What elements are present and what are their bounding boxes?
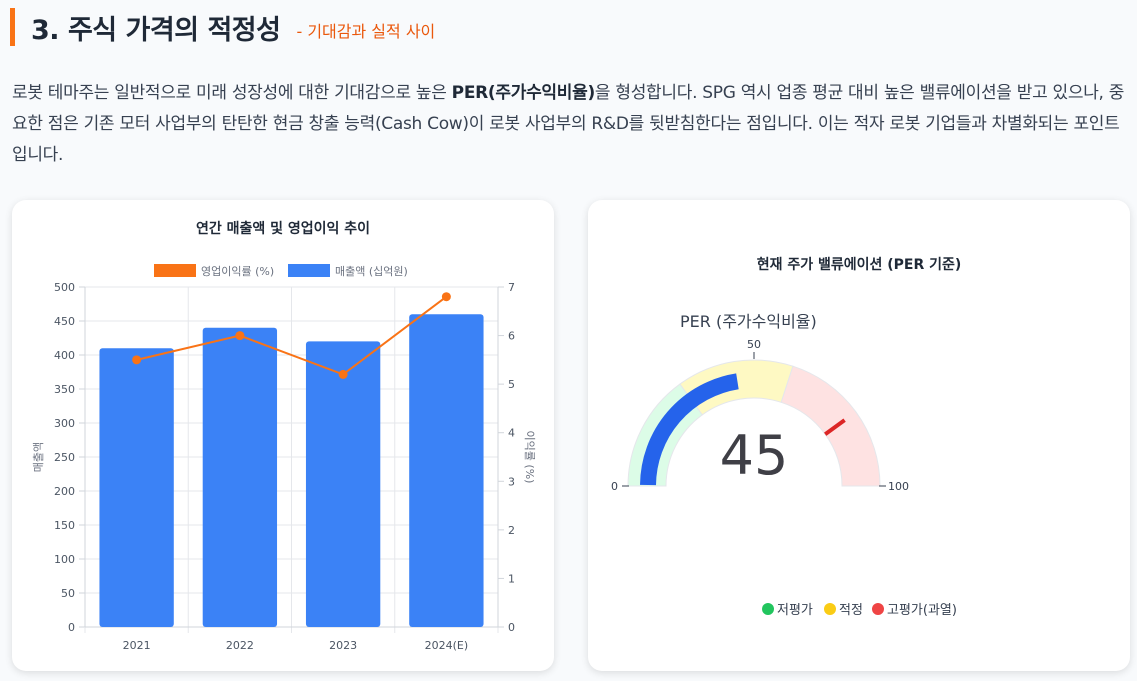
chart-legend: 영업이익률 (%) 매출액 (십억원) bbox=[154, 264, 408, 278]
intro-bold-per: PER(주가수익비율) bbox=[451, 83, 596, 103]
y2-tick-label: 1 bbox=[508, 572, 515, 585]
revenue-chart-card: 연간 매출액 및 영업이익 추이 영업이익률 (%) 매출액 (십억원) 0 50 100… bbox=[12, 200, 554, 671]
gauge-label: PER (주가수익비율) bbox=[680, 312, 817, 331]
x-tick-label: 2021 bbox=[123, 639, 151, 652]
revenue-bar bbox=[99, 348, 174, 627]
section-title: 3. 주식 가격의 적정성 bbox=[31, 14, 281, 46]
intro-text-2: 을 형성합니다. SPG 역시 업종 평균 대비 높은 밸류에이션을 받고 있으… bbox=[12, 83, 1125, 165]
revenue-bar bbox=[202, 327, 278, 627]
x-tick-label: 2022 bbox=[226, 639, 254, 652]
y2-tick-label: 5 bbox=[508, 378, 515, 391]
y2-tick-label: 2 bbox=[508, 524, 515, 537]
section-heading: 3. 주식 가격의 적정성 - 기대감과 실적 사이 bbox=[10, 8, 435, 46]
margin-point bbox=[132, 355, 142, 365]
gauge-legend-label: 저평가 bbox=[777, 603, 813, 618]
per-gauge: 현재 주가 밸류에이션 (PER 기준) PER (주가수익비율) 0 50 100 45… bbox=[611, 256, 962, 618]
gauge-mid-label: 50 bbox=[747, 338, 761, 351]
margin-point bbox=[441, 292, 451, 302]
legend-swatch-revenue bbox=[288, 264, 330, 277]
y-tick-label: 100 bbox=[54, 553, 75, 566]
x-tick-label: 2023 bbox=[329, 639, 357, 652]
y2-tick-label: 3 bbox=[508, 475, 515, 488]
y-tick-label: 0 bbox=[68, 621, 75, 634]
y-tick-label: 500 bbox=[54, 281, 75, 294]
gauge-min-label: 0 bbox=[611, 480, 618, 493]
legend-label-revenue: 매출액 (십억원) bbox=[335, 265, 408, 278]
y2-axis-label: 이익률 (%) bbox=[523, 431, 536, 484]
x-tick-label: 2024(E) bbox=[425, 639, 469, 652]
section-subtitle: - 기대감과 실적 사이 bbox=[296, 22, 436, 41]
y-tick-label: 50 bbox=[61, 587, 75, 600]
legend-swatch-margin bbox=[154, 264, 196, 277]
gauge-band bbox=[780, 365, 881, 487]
y-tick-label: 200 bbox=[54, 485, 75, 498]
y2-tick-label: 4 bbox=[508, 427, 515, 440]
legend-label-margin: 영업이익률 (%) bbox=[201, 265, 274, 278]
y-tick-label: 150 bbox=[54, 519, 75, 532]
legend-dot-2 bbox=[872, 603, 884, 615]
gauge-title: 현재 주가 밸류에이션 (PER 기준) bbox=[757, 256, 962, 273]
y-tick-label: 300 bbox=[54, 417, 75, 430]
legend-dot-0 bbox=[762, 603, 774, 615]
intro-paragraph: 로봇 테마주는 일반적으로 미래 성장성에 대한 기대감으로 높은 PER(주가… bbox=[12, 78, 1127, 171]
revenue-bar bbox=[305, 341, 381, 627]
y-tick-label: 350 bbox=[54, 383, 75, 396]
gauge-legend-label: 고평가(과열) bbox=[887, 603, 957, 618]
chart-title: 연간 매출액 및 영업이익 추이 bbox=[196, 220, 370, 237]
valuation-gauge-card: 현재 주가 밸류에이션 (PER 기준) PER (주가수익비율) 0 50 100 45… bbox=[588, 200, 1130, 671]
y-tick-label: 400 bbox=[54, 349, 75, 362]
y-axis-label: 매출액 bbox=[32, 442, 45, 472]
y2-tick-label: 7 bbox=[508, 281, 515, 294]
margin-point bbox=[235, 331, 245, 341]
y-tick-label: 250 bbox=[54, 451, 75, 464]
y2-tick-label: 6 bbox=[508, 330, 515, 343]
gauge-value: 45 bbox=[720, 424, 789, 487]
gauge-value-arc bbox=[640, 373, 739, 486]
margin-point bbox=[338, 369, 348, 379]
gauge-threshold-marker bbox=[824, 418, 846, 436]
revenue-bar bbox=[409, 314, 484, 627]
legend-dot-1 bbox=[824, 603, 836, 615]
y2-tick-label: 0 bbox=[508, 621, 515, 634]
y-tick-label: 450 bbox=[54, 315, 75, 328]
gauge-legend-label: 적정 bbox=[839, 603, 863, 618]
gauge-max-label: 100 bbox=[888, 480, 909, 493]
intro-text-1: 로봇 테마주는 일반적으로 미래 성장성에 대한 기대감으로 높은 bbox=[12, 83, 452, 103]
margin-line bbox=[136, 295, 447, 376]
